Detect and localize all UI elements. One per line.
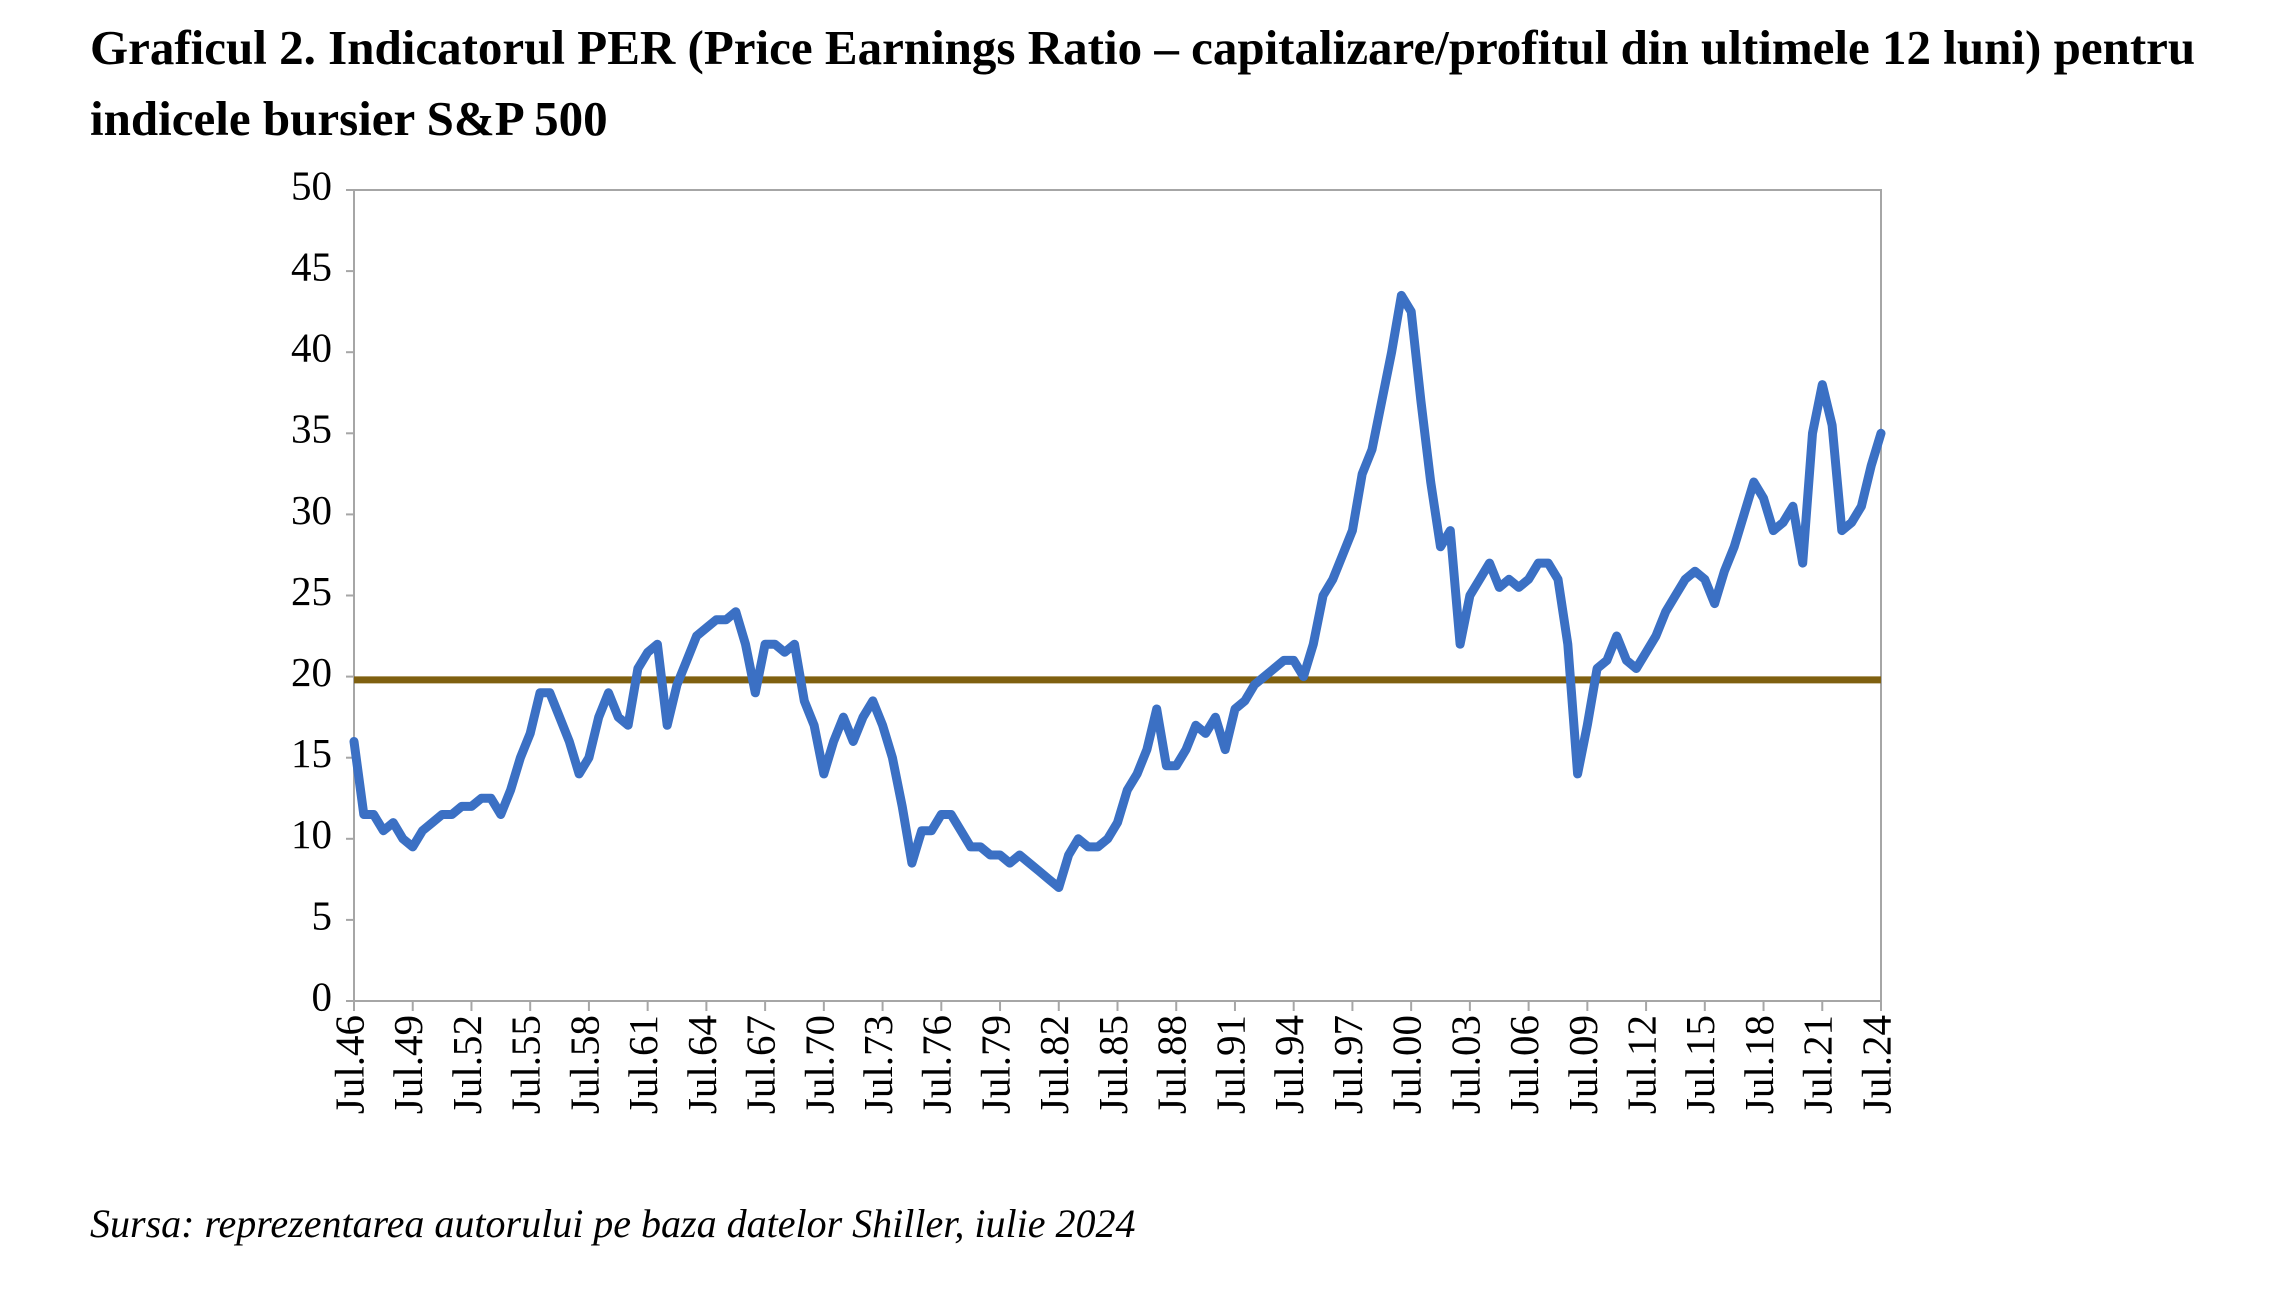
y-tick-label: 25 bbox=[291, 568, 332, 614]
y-tick-label: 5 bbox=[312, 892, 333, 938]
x-tick-label: Jul.09 bbox=[1560, 1015, 1606, 1114]
x-tick-label: Jul.73 bbox=[855, 1015, 901, 1114]
y-tick-label: 30 bbox=[291, 487, 332, 533]
y-tick-label: 15 bbox=[291, 730, 332, 776]
x-tick-label: Jul.70 bbox=[796, 1015, 842, 1114]
x-tick-label: Jul.18 bbox=[1736, 1015, 1782, 1114]
x-tick-label: Jul.67 bbox=[738, 1015, 784, 1114]
x-tick-label: Jul.94 bbox=[1266, 1015, 1312, 1114]
x-tick-label: Jul.61 bbox=[620, 1015, 666, 1114]
x-tick-label: Jul.21 bbox=[1795, 1015, 1841, 1114]
x-tick-label: Jul.58 bbox=[561, 1015, 607, 1114]
y-tick-label: 10 bbox=[291, 811, 332, 857]
x-tick-label: Jul.85 bbox=[1090, 1015, 1136, 1114]
y-tick-label: 45 bbox=[291, 244, 332, 290]
x-tick-label: Jul.03 bbox=[1442, 1015, 1488, 1114]
y-tick-label: 35 bbox=[291, 406, 332, 452]
x-tick-label: Jul.24 bbox=[1853, 1015, 1899, 1114]
x-tick-label: Jul.79 bbox=[972, 1015, 1018, 1114]
x-tick-label: Jul.76 bbox=[914, 1015, 960, 1114]
x-tick-label: Jul.64 bbox=[679, 1015, 725, 1114]
x-tick-label: Jul.06 bbox=[1501, 1015, 1547, 1114]
x-tick-label: Jul.12 bbox=[1618, 1015, 1664, 1114]
x-tick-label: Jul.52 bbox=[444, 1015, 490, 1114]
y-tick-label: 50 bbox=[291, 162, 332, 208]
data-line bbox=[349, 290, 1886, 892]
y-tick-label: 0 bbox=[312, 973, 333, 1019]
x-tick-label: Jul.82 bbox=[1031, 1015, 1077, 1114]
chart-title: Graficul 2. Indicatorul PER (Price Earni… bbox=[90, 20, 2196, 146]
x-tick-label: Jul.00 bbox=[1384, 1015, 1430, 1114]
plot-frame bbox=[353, 189, 1882, 1002]
x-tick-label: Jul.49 bbox=[385, 1015, 431, 1114]
y-tick-label: 40 bbox=[291, 325, 332, 371]
x-tick-label: Jul.88 bbox=[1149, 1015, 1195, 1114]
x-tick-label: Jul.91 bbox=[1207, 1015, 1253, 1114]
source-note: Sursa: reprezentarea autorului pe baza d… bbox=[90, 1201, 1136, 1246]
x-tick-label: Jul.97 bbox=[1325, 1015, 1371, 1114]
y-tick-label: 20 bbox=[291, 649, 332, 695]
x-tick-label: Jul.15 bbox=[1677, 1015, 1723, 1114]
x-tick-label: Jul.55 bbox=[503, 1015, 549, 1114]
x-tick-label: Jul.46 bbox=[326, 1015, 372, 1114]
